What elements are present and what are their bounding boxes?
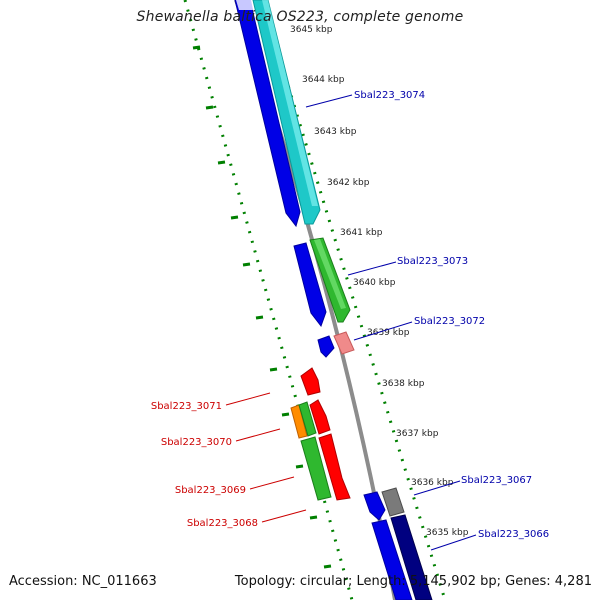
- leader-3071: [225, 392, 271, 406]
- tick-label: 3637 kbp: [396, 429, 439, 439]
- gene-label[interactable]: Sbal223_3066: [478, 529, 549, 540]
- leader-3067: [413, 480, 461, 496]
- tick-label: 3642 kbp: [327, 178, 370, 188]
- gene-sbal223-3072[interactable]: [333, 331, 355, 355]
- leader-3068: [261, 509, 307, 523]
- gene-label[interactable]: Sbal223_3072: [414, 316, 485, 327]
- tick-label: 3640 kbp: [353, 278, 396, 288]
- leader-3073: [347, 261, 397, 276]
- gene-sbal223-3066[interactable]: [390, 514, 433, 600]
- tick-label: 3635 kbp: [426, 528, 469, 538]
- genome-title: Shewanella baltica OS223, complete genom…: [136, 9, 464, 25]
- gene-sbal223-3068[interactable]: [318, 433, 351, 501]
- gene-sbal223-3071[interactable]: [300, 367, 321, 396]
- genome-summary-text: Topology: circular; Length: 5,145,902 bp…: [234, 574, 592, 589]
- gene-label[interactable]: Sbal223_3070: [161, 437, 232, 448]
- gene-label[interactable]: Sbal223_3071: [151, 401, 222, 412]
- gene-label[interactable]: Sbal223_3067: [461, 475, 532, 486]
- outer-major-ticks: [192, 45, 332, 569]
- tick-label: 3639 kbp: [367, 328, 410, 338]
- tick-label: 3636 kbp: [411, 478, 454, 488]
- tick-label: 3638 kbp: [382, 379, 425, 389]
- gene-sbal223-3067[interactable]: [381, 487, 405, 517]
- gene-sbal223-3074-highlight: [262, 0, 318, 206]
- accession-text: Accession: NC_011663: [9, 574, 157, 589]
- tick-label: 3644 kbp: [302, 75, 345, 85]
- gene-sbal223-3070[interactable]: [290, 404, 308, 439]
- gene-label[interactable]: Sbal223_3068: [187, 518, 258, 529]
- leader-3066: [430, 534, 477, 551]
- gene-blue-reverse-1-light: [236, 0, 253, 10]
- gene-green-3070b[interactable]: [298, 401, 317, 437]
- gene-red-3070c[interactable]: [309, 399, 331, 435]
- gene-label[interactable]: Sbal223_3073: [397, 256, 468, 267]
- outer-tick-ring: [183, 0, 354, 600]
- gene-blue-reverse-4[interactable]: [363, 491, 386, 521]
- leader-3069: [249, 476, 295, 490]
- gene-blue-reverse-5[interactable]: [371, 519, 413, 600]
- tick-label: 3641 kbp: [340, 228, 383, 238]
- tick-label: 3643 kbp: [314, 127, 357, 137]
- gene-blue-reverse-3[interactable]: [317, 335, 335, 358]
- gene-sbal223-3073-highlight: [314, 239, 346, 309]
- leader-3074: [305, 94, 353, 108]
- leader-3070: [235, 428, 281, 442]
- leader-3072: [353, 321, 413, 341]
- gene-blue-reverse-1[interactable]: [234, 0, 301, 228]
- tick-label: 3645 kbp: [290, 25, 333, 35]
- gene-blue-reverse-2[interactable]: [293, 242, 327, 328]
- gene-label[interactable]: Sbal223_3074: [354, 90, 425, 101]
- gene-label[interactable]: Sbal223_3069: [175, 485, 246, 496]
- gene-sbal223-3069[interactable]: [300, 436, 332, 501]
